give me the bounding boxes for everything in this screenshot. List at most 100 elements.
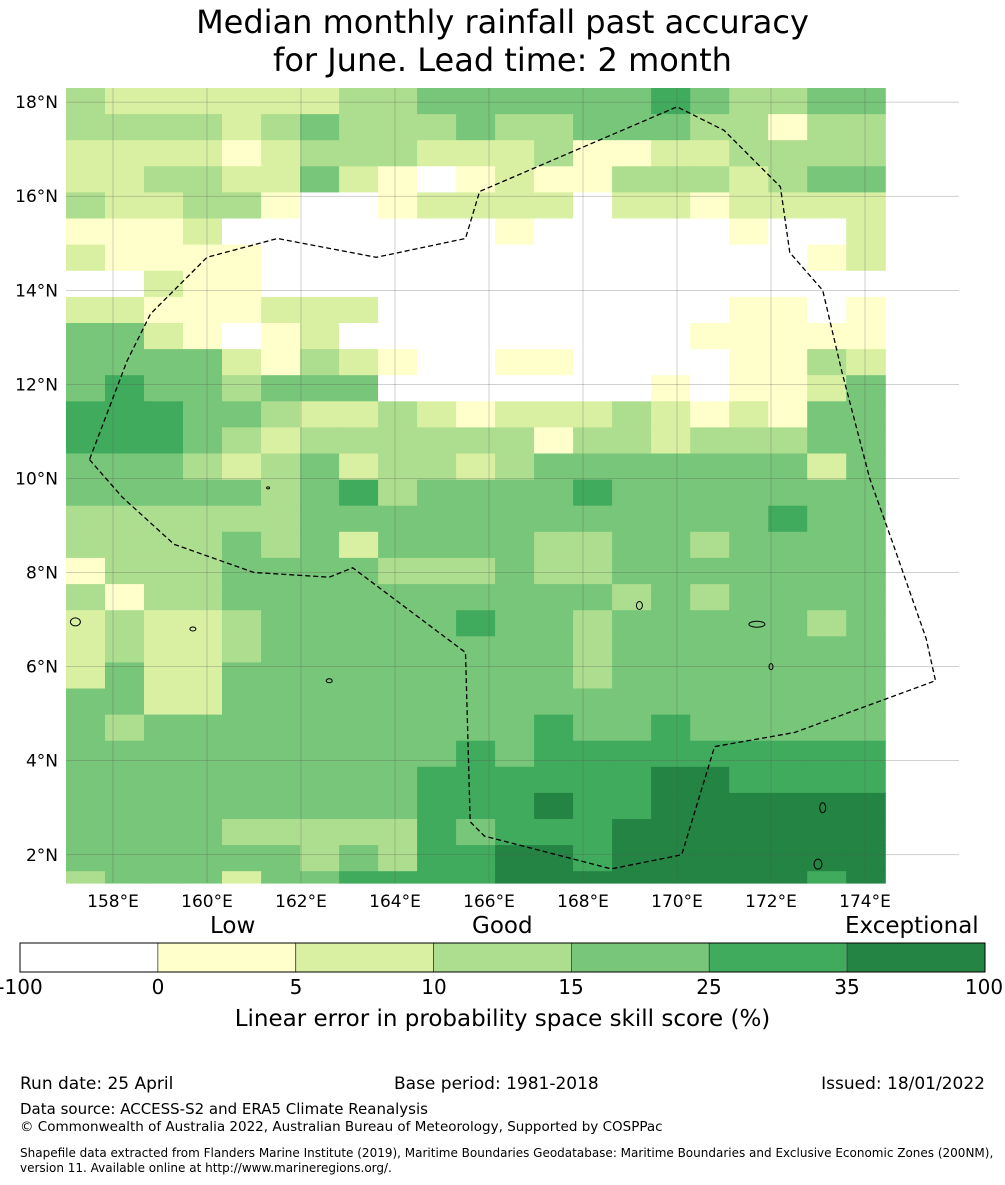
skill-cell	[807, 557, 847, 585]
skill-cell	[807, 401, 847, 428]
skill-cell	[729, 584, 769, 611]
skill-cell	[534, 453, 574, 481]
skill-cell	[222, 140, 262, 167]
skill-cell	[573, 323, 613, 350]
skill-cell	[105, 636, 145, 663]
skill-cell	[612, 270, 652, 298]
skill-cell	[807, 244, 847, 272]
island-outline	[635, 600, 643, 610]
skill-cell	[456, 819, 496, 846]
skill-cell	[378, 819, 418, 846]
copyright: © Commonwealth of Australia 2022, Austra…	[20, 1119, 663, 1135]
skill-cell	[573, 375, 613, 402]
skill-cell	[378, 636, 418, 663]
skill-cell	[612, 166, 652, 193]
skill-cell	[66, 244, 106, 272]
skill-cell	[222, 845, 262, 872]
skill-cell	[768, 845, 808, 872]
skill-cell	[573, 610, 613, 637]
skill-cell	[534, 557, 574, 585]
skill-cell	[495, 871, 535, 884]
skill-cell	[144, 296, 184, 324]
skill-cell	[183, 114, 223, 141]
skill-cell	[261, 270, 301, 298]
skill-cell	[690, 531, 730, 559]
skill-cell	[612, 218, 652, 246]
skill-cell	[417, 610, 457, 637]
skill-cell	[378, 740, 418, 768]
skill-cell	[495, 714, 535, 742]
skill-cell	[807, 114, 847, 141]
skill-cell	[222, 427, 262, 455]
skill-cell	[690, 688, 730, 716]
skill-cell	[105, 531, 145, 559]
skill-cell	[573, 349, 613, 376]
skill-cell	[612, 140, 652, 167]
skill-cell	[495, 819, 535, 846]
skill-cell	[417, 505, 457, 533]
skill-cell	[261, 871, 301, 884]
skill-cell	[66, 871, 106, 884]
skill-cell	[222, 557, 262, 585]
skill-cell	[495, 610, 535, 637]
skill-cell	[807, 688, 847, 716]
skill-cell	[768, 792, 808, 820]
skill-cell	[768, 610, 808, 637]
skill-cell	[534, 296, 574, 324]
skill-cell	[651, 166, 691, 193]
skill-cell	[690, 296, 730, 324]
skill-cell	[183, 740, 223, 768]
skill-cell	[768, 192, 808, 220]
skill-cell	[261, 349, 301, 376]
skill-cell	[378, 845, 418, 872]
skill-cell	[105, 270, 145, 298]
skill-cell	[144, 845, 184, 872]
skill-cell	[339, 270, 379, 298]
skill-cell	[846, 584, 886, 611]
skill-cell	[339, 114, 379, 141]
skill-cell	[339, 714, 379, 742]
skill-cell	[456, 845, 496, 872]
skill-cell	[612, 192, 652, 220]
skill-cell	[651, 688, 691, 716]
skill-cell	[729, 218, 769, 246]
skill-cell	[105, 349, 145, 376]
skill-cell	[846, 192, 886, 220]
skill-cell	[183, 819, 223, 846]
skill-cell	[612, 819, 652, 846]
skill-cell	[339, 819, 379, 846]
skill-cell	[768, 453, 808, 481]
skill-cell	[573, 88, 613, 115]
skill-cell	[846, 557, 886, 585]
skill-cell	[768, 114, 808, 141]
latitude-label: 12°N	[15, 375, 58, 395]
skill-cell	[144, 610, 184, 637]
skill-cell	[573, 244, 613, 272]
skill-cell	[144, 688, 184, 716]
skill-cell	[846, 479, 886, 507]
skill-cell	[222, 714, 262, 742]
skill-cell	[495, 584, 535, 611]
skill-cell	[105, 792, 145, 820]
skill-cell	[729, 819, 769, 846]
skill-cell	[768, 323, 808, 350]
skill-cell	[261, 819, 301, 846]
skill-cell	[144, 714, 184, 742]
skill-cell	[729, 636, 769, 663]
skill-cell	[300, 584, 340, 611]
skill-cell	[222, 610, 262, 637]
skill-cell	[846, 636, 886, 663]
skill-cell	[768, 427, 808, 455]
skill-cell	[144, 166, 184, 193]
skill-cell	[807, 375, 847, 402]
skill-cell	[534, 740, 574, 768]
issued-date: Issued: 18/01/2022	[821, 1074, 985, 1094]
longitude-label: 174°E	[839, 892, 891, 912]
skill-cell	[456, 349, 496, 376]
skill-cell	[729, 427, 769, 455]
skill-cell	[66, 557, 106, 585]
skill-cell	[846, 845, 886, 872]
skill-cell	[534, 766, 574, 794]
shapefile-credit: Shapefile data extracted from Flanders M…	[20, 1146, 994, 1175]
skill-cell	[261, 192, 301, 220]
